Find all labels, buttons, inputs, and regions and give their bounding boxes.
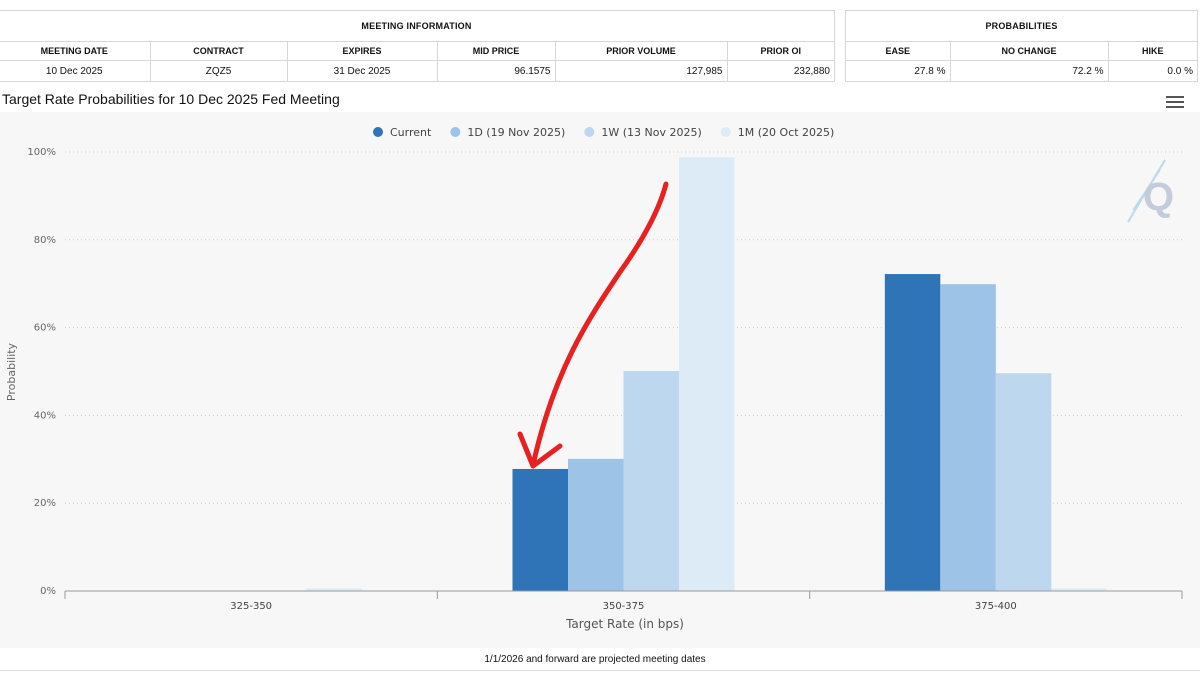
header-contract: CONTRACT — [150, 41, 288, 61]
legend-marker — [584, 127, 595, 137]
bar-4-350-375 — [679, 157, 735, 591]
y-tick-label: 80% — [34, 235, 56, 246]
legend-label: 1M (20 Oct 2025) — [738, 126, 835, 139]
legend-item[interactable]: 1W (13 Nov 2025) — [584, 126, 702, 139]
legend-marker — [720, 127, 731, 137]
legend-item[interactable]: 1M (20 Oct 2025) — [720, 126, 835, 139]
y-tick-label: 0% — [40, 586, 56, 597]
meeting-information-panel: MEETING INFORMATION MEETING DATE CONTRAC… — [0, 10, 835, 82]
x-axis: 325-350 350-375 375-400 — [64, 590, 1183, 612]
header-ease: EASE — [846, 41, 951, 61]
table-row: 27.8 % 72.2 % 0.0 % — [846, 60, 1197, 81]
header-prior-volume: PRIOR VOLUME — [555, 41, 728, 61]
probabilities-table: EASE NO CHANGE HIKE 27.8 % 72.2 % 0.0 % — [846, 41, 1197, 81]
table-header-row: MEETING DATE CONTRACT EXPIRES MID PRICE … — [0, 41, 834, 61]
y-tick-label: 40% — [34, 410, 56, 421]
probabilities-panel: PROBABILITIES EASE NO CHANGE HIKE 27.8 %… — [845, 10, 1198, 82]
y-axis-ticks: 0% 20% 40% 60% 80% 100% — [27, 147, 56, 597]
header-meeting-date: MEETING DATE — [0, 41, 151, 61]
bar-1-375-400 — [884, 274, 941, 591]
chart-title: Target Rate Probabilities for 10 Dec 202… — [2, 91, 340, 107]
header-expires: EXPIRES — [287, 41, 438, 61]
bar-2-350-375 — [568, 458, 624, 591]
x-tick-label: 350-375 — [603, 601, 645, 612]
bar-2-375-400 — [940, 284, 996, 591]
legend-label: 1D (19 Nov 2025) — [467, 126, 565, 139]
legend-label: Current — [390, 126, 432, 139]
meeting-information-title: MEETING INFORMATION — [361, 21, 472, 31]
legend-item[interactable]: 1D (19 Nov 2025) — [450, 126, 565, 139]
cell-ease: 27.8 % — [846, 60, 951, 81]
bars — [306, 157, 1107, 591]
cell-prior-volume: 127,985 — [555, 60, 728, 81]
cell-expires: 31 Dec 2025 — [287, 60, 438, 81]
header-prior-oi: PRIOR OI — [727, 41, 834, 61]
cell-mid-price: 96.1575 — [437, 60, 556, 81]
bar-chart: 0% 20% 40% 60% 80% 100% Q 325-350 350-375 375-4… — [0, 112, 1200, 648]
legend-marker — [450, 127, 461, 137]
bar-1-350-375 — [512, 468, 568, 591]
cell-contract: ZQZ5 — [150, 60, 288, 81]
footer-divider — [0, 670, 1200, 671]
legend-label: 1W (13 Nov 2025) — [601, 126, 701, 139]
meeting-information-table: MEETING DATE CONTRACT EXPIRES MID PRICE … — [0, 41, 834, 81]
cell-meeting-date: 10 Dec 2025 — [0, 60, 151, 81]
bar-4-375-400 — [1051, 588, 1107, 591]
table-row: 10 Dec 2025 ZQZ5 31 Dec 2025 96.1575 127… — [0, 60, 834, 81]
y-tick-label: 20% — [34, 498, 56, 509]
annotation-arrow-icon — [517, 181, 669, 469]
legend-item[interactable]: Current — [373, 126, 432, 139]
probabilities-title: PROBABILITIES — [985, 21, 1058, 31]
hamburger-menu-icon[interactable] — [1166, 96, 1184, 110]
y-tick-label: 100% — [27, 147, 56, 158]
table-header-row: EASE NO CHANGE HIKE — [846, 41, 1197, 61]
footer-note: 1/1/2026 and forward are projected meeti… — [484, 654, 706, 665]
bar-3-350-375 — [623, 371, 679, 591]
x-axis-label: Target Rate (in bps) — [565, 617, 684, 631]
legend-marker — [373, 127, 383, 137]
legend[interactable]: Current 1D (19 Nov 2025) 1W (13 Nov 2025) 1… — [373, 126, 834, 139]
bar-3-375-400 — [995, 373, 1052, 591]
cell-no-change: 72.2 % — [950, 60, 1109, 81]
header-no-change: NO CHANGE — [950, 41, 1109, 61]
y-tick-label: 60% — [34, 323, 56, 334]
header-mid-price: MID PRICE — [437, 41, 556, 61]
cell-hike: 0.0 % — [1108, 60, 1197, 81]
x-tick-label: 325-350 — [230, 601, 272, 612]
x-tick-label: 375-400 — [975, 601, 1017, 612]
q-logo: Q — [1127, 159, 1174, 223]
logo-letter: Q — [1143, 175, 1174, 219]
header-hike: HIKE — [1108, 41, 1197, 61]
y-axis-label: Probability — [5, 342, 18, 401]
bar-4-325-350 — [306, 588, 363, 591]
cell-prior-oi: 232,880 — [727, 60, 834, 81]
